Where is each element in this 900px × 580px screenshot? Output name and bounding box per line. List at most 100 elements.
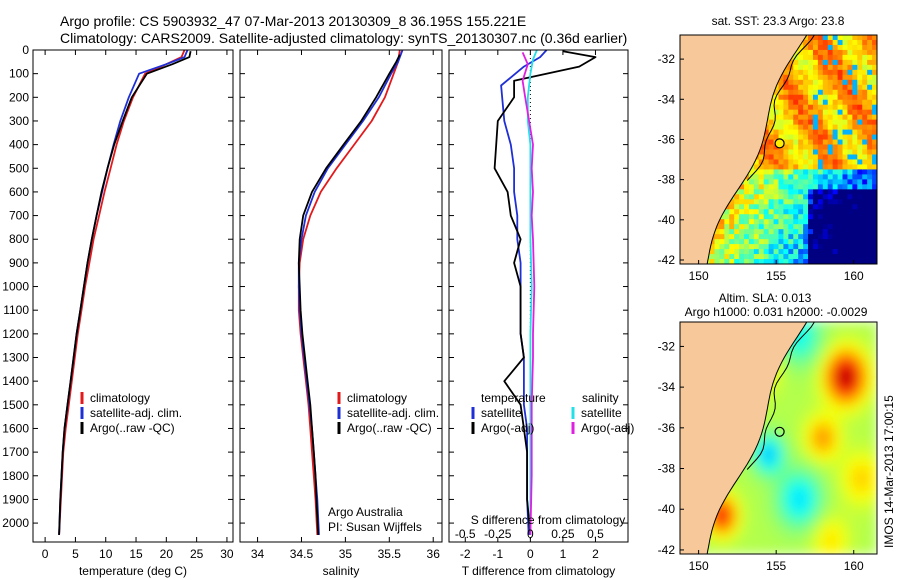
sst_map-cell	[842, 174, 849, 180]
sla_map-cell	[788, 427, 794, 434]
sla_map-cell	[729, 528, 735, 535]
sst_map-cell	[827, 184, 834, 190]
sla_map-ytick-label: -38	[658, 462, 676, 476]
sla_map-cell	[852, 478, 858, 484]
sla_map-cell	[862, 392, 868, 399]
sla_map-cell	[783, 362, 789, 368]
sla_map-cell	[753, 508, 760, 515]
sst_map-cell	[808, 214, 814, 220]
sst_map-cell	[852, 209, 858, 215]
sla_map-cell	[867, 538, 873, 545]
sst_map-cell	[788, 139, 794, 146]
sla_map-cell	[798, 458, 804, 464]
sla_map-cell	[744, 473, 750, 479]
sla_map-cell	[867, 422, 873, 429]
sst_map-cell	[867, 234, 873, 240]
sst_map-cell	[709, 259, 716, 264]
sla_map-cell	[842, 523, 849, 530]
sst_map-cell	[852, 229, 858, 235]
sla_map-cell	[812, 417, 819, 424]
sst_map-cell	[827, 79, 834, 86]
sla_map-cell	[788, 417, 794, 424]
sla_map-cell	[798, 422, 804, 429]
sst_map-cell	[847, 249, 853, 255]
sla_map-cell	[837, 347, 844, 353]
sla_map-cell	[872, 412, 877, 419]
sla_map-cell	[872, 362, 877, 368]
sla_map-cell	[862, 397, 868, 404]
sst_map-cell	[788, 144, 794, 151]
sla_map-cell	[808, 412, 814, 419]
temperature-ytick-label: 600	[9, 185, 29, 199]
sst_map-cell	[812, 144, 819, 151]
sst_map-cell	[872, 184, 877, 190]
sla_map-cell	[852, 443, 858, 449]
sla_map-cell	[788, 357, 794, 363]
sst_map-cell	[758, 229, 765, 235]
sst_map-cell	[808, 219, 814, 225]
salinity-xtick-label: 36	[427, 547, 441, 561]
sst_map-cell	[827, 134, 834, 141]
sla_map-cell	[857, 518, 863, 525]
sst_map-cell	[822, 179, 829, 185]
sla_map-cell	[842, 543, 849, 550]
sst_map-cell	[773, 114, 780, 121]
sla_map-cell	[852, 448, 858, 454]
sla_map-cell	[852, 397, 858, 404]
sla_map-cell	[817, 498, 824, 505]
sst_map-cell	[729, 209, 735, 215]
sst_map-cell	[753, 179, 760, 185]
sla_map-cell	[778, 473, 785, 479]
sst_map-cell	[739, 204, 745, 210]
sst_map-cell	[803, 134, 809, 141]
sla_map-cell	[832, 357, 839, 363]
sst_map-cell	[812, 169, 819, 175]
sla_map-cell	[852, 322, 858, 328]
sst_map-cell	[832, 44, 839, 51]
sst_map-cell	[862, 239, 868, 245]
sst_map-cell	[783, 149, 789, 156]
sst_map-cell	[773, 249, 780, 255]
sst_map-cell	[788, 89, 794, 96]
sla_map-cell	[729, 513, 735, 520]
sla_map-cell	[778, 463, 785, 469]
sst_map-cell	[812, 209, 819, 215]
sla_map-cell	[867, 397, 873, 404]
sst_map-cell	[832, 114, 839, 121]
sst_map-cell	[817, 114, 824, 121]
sla_map-cell	[812, 528, 819, 535]
sst_map-cell	[857, 204, 863, 210]
sla_map-cell	[837, 392, 844, 399]
sla_map-cell	[798, 508, 804, 515]
sst_map-cell	[847, 199, 853, 205]
sla_map-cell	[842, 337, 849, 343]
sla_map-cell	[709, 548, 716, 554]
sst_map-cell	[847, 129, 853, 136]
sst_map-cell	[778, 194, 785, 200]
sst_map-cell	[803, 194, 809, 200]
sst_map-cell	[714, 244, 720, 250]
sst_map-cell	[734, 199, 740, 205]
sst_map-cell	[793, 224, 799, 230]
sst_map-cell	[852, 199, 858, 205]
sst_map-cell	[773, 199, 780, 205]
sla_map-cell	[872, 337, 877, 343]
sla_map-cell	[852, 402, 858, 409]
sla_map-cell	[758, 538, 765, 545]
sst_map-cell	[817, 199, 824, 205]
sst_map-cell	[803, 184, 809, 190]
sst_map-cell	[768, 204, 775, 210]
sst_map-cell	[734, 254, 740, 260]
sla_map-cell	[773, 387, 780, 394]
sla_map-cell	[753, 528, 760, 535]
sla_map-cell	[748, 523, 755, 530]
sla_map-cell	[862, 488, 868, 495]
temperature-ytick-label: 300	[9, 114, 29, 128]
sst_map-cell	[793, 84, 799, 91]
sla_map-cell	[758, 543, 765, 550]
sst_map-cell	[753, 214, 760, 220]
sla_map-cell	[837, 513, 844, 520]
sla_map-cell	[822, 523, 829, 530]
sst_map-cell	[783, 259, 789, 264]
sst_map-xtick-label: 160	[844, 269, 864, 283]
